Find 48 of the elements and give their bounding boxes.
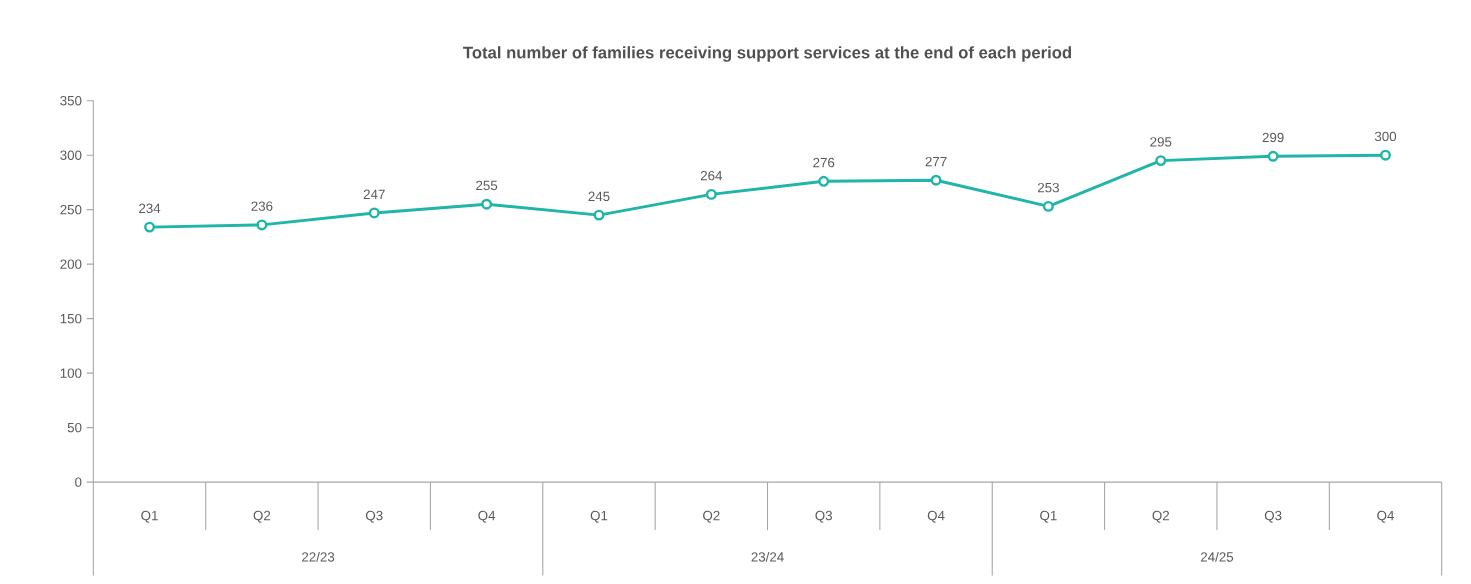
point [1042, 200, 1054, 212]
data-label: 255 [476, 180, 498, 191]
x-tick-label: Q4 [478, 510, 496, 523]
x-tick-label: Q2 [253, 510, 271, 523]
data-label: 245 [588, 191, 610, 201]
point [481, 198, 493, 210]
data-label: 236 [251, 201, 273, 211]
y-tick-label: 350 [60, 95, 82, 106]
data-label: 247 [363, 189, 385, 199]
data-label: 295 [1150, 137, 1172, 147]
x-tick-label: Q1 [590, 510, 608, 523]
y-tick-label: 200 [60, 259, 82, 269]
text: 24/25 [1200, 551, 1234, 562]
y-tick-label: 0 [75, 477, 82, 487]
point [593, 209, 605, 221]
x-tick-label: Q3 [365, 510, 383, 523]
x-tick-label: Q1 [141, 510, 158, 523]
data-label: 276 [813, 157, 835, 168]
chart-title: Total number of families receiving support services at the end of each period [463, 46, 1072, 62]
data-label: 253 [1037, 182, 1059, 193]
point [368, 207, 380, 219]
x-tick-label: Q1 [1040, 510, 1057, 523]
point [1380, 149, 1391, 161]
text: 22/23 [302, 551, 335, 562]
point [1267, 150, 1279, 162]
data-label: 277 [925, 156, 947, 167]
point [144, 221, 155, 233]
y-tick-label: 250 [60, 204, 82, 215]
y-tick-label: 100 [60, 368, 82, 378]
x-tick-label: Q3 [1264, 510, 1282, 523]
text: 23/24 [751, 551, 784, 562]
point [256, 219, 268, 231]
x-tick-label: Q2 [1152, 510, 1170, 523]
y-tick-label: 300 [60, 150, 82, 160]
x-tick-label: Q4 [927, 510, 945, 523]
point [705, 188, 717, 200]
data-label: 299 [1262, 132, 1284, 143]
x-tick-label: Q4 [1377, 510, 1394, 523]
data-label: 300 [1374, 131, 1397, 142]
y-tick-label: 150 [60, 313, 82, 324]
x-tick-label: Q3 [815, 510, 833, 523]
point [818, 175, 830, 187]
x-tick-label: Q2 [703, 510, 720, 523]
data-label: 264 [700, 170, 723, 181]
y-tick-label: 50 [67, 422, 82, 433]
point [1155, 155, 1167, 167]
point [930, 174, 942, 186]
data-label: 234 [139, 203, 161, 213]
